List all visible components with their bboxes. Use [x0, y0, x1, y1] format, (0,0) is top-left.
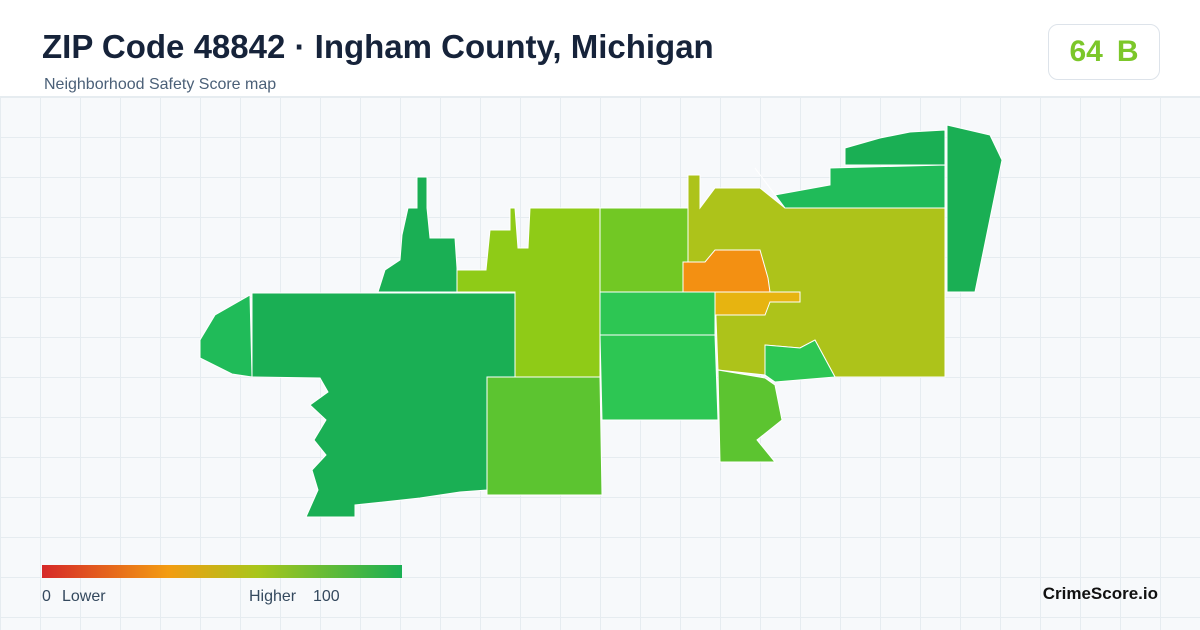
region [199, 294, 253, 378]
region [251, 292, 516, 518]
region [486, 376, 603, 496]
brand: CrimeScore.io [1042, 584, 1158, 603]
score: 64 [1069, 35, 1103, 68]
legend-gradient [42, 565, 402, 578]
region [764, 339, 836, 383]
legend-min: 0 [42, 588, 51, 605]
region [682, 249, 771, 293]
region [599, 334, 719, 421]
region [946, 124, 1003, 293]
title: ZIP Code 48842 · Ingham County, Michigan [42, 28, 714, 65]
region [714, 291, 801, 316]
region [754, 164, 946, 209]
region [377, 176, 458, 293]
region [844, 129, 946, 166]
score-badge: 64 B [1048, 24, 1160, 80]
legend-max: 100 [313, 588, 340, 605]
grade: B [1116, 35, 1139, 68]
legend-max-label: Higher [249, 588, 297, 605]
subtitle: Neighborhood Safety Score map [44, 76, 277, 93]
header: ZIP Code 48842 · Ingham County, Michigan… [0, 0, 1200, 97]
region [717, 369, 783, 463]
legend-min-label: Lower [62, 588, 106, 605]
region [599, 291, 716, 336]
